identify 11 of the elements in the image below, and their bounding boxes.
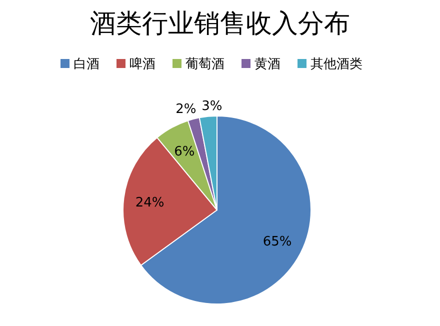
data-label: 3% xyxy=(202,99,222,114)
data-label: 24% xyxy=(135,196,164,211)
legend-label: 黄酒 xyxy=(254,57,280,72)
data-label: 2% xyxy=(176,102,196,118)
legend-label: 白酒 xyxy=(74,57,100,72)
chart-title: 酒类行业销售收入分布 xyxy=(90,9,350,39)
data-label: 6% xyxy=(174,144,195,160)
legend-label: 啤酒 xyxy=(130,57,156,72)
data-label: 65% xyxy=(262,234,292,250)
legend-label: 葡萄酒 xyxy=(186,57,224,72)
legend-label: 其他酒类 xyxy=(310,57,362,72)
